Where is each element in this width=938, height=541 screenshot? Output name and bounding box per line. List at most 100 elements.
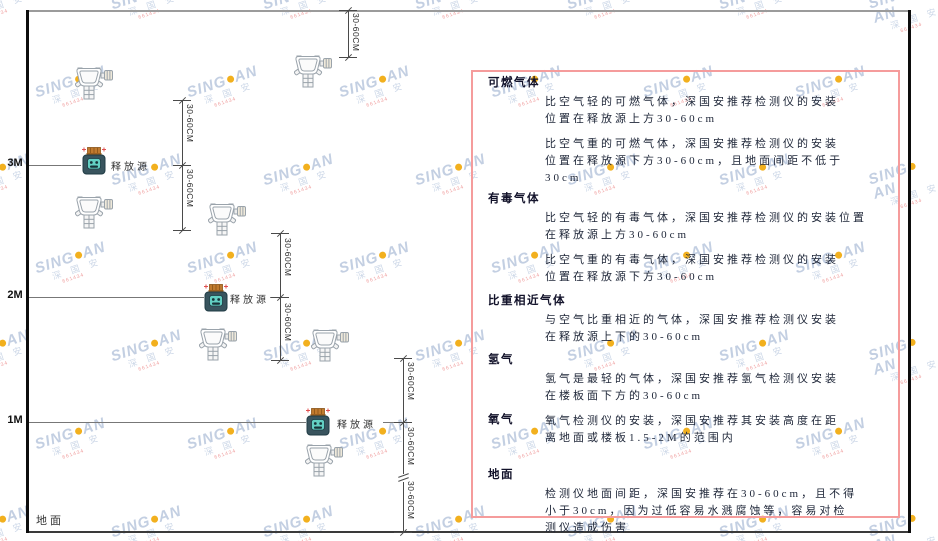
watermark-dot-icon: [301, 338, 311, 348]
gas-detector-icon: [207, 202, 246, 237]
watermark-sub-text: 深 国 安: [202, 256, 256, 282]
watermark-sub-text: 深 国 安: [278, 0, 332, 18]
ground-label: 地面: [36, 515, 64, 527]
watermark-sub-text: 深 国 安: [354, 80, 408, 106]
watermark-red-text: 661434: [289, 184, 314, 197]
dimension-label: 30-60CM: [406, 362, 416, 401]
dimension-label: 30-60CM: [406, 481, 416, 520]
section-heading: 氢气: [488, 354, 514, 366]
watermark-red-text: 661434: [213, 272, 238, 285]
watermark-sub-text: 深 国 安: [126, 520, 180, 541]
dimension-label: 30-60CM: [351, 13, 361, 52]
watermark-sub-text: 深 国 安: [889, 534, 938, 541]
section-paragraph: 检测仪地面间距，深国安推荐在30-60cm，且不得 小于30cm，因为过低容易水溅…: [545, 488, 858, 534]
dimension-label: 30-60CM: [185, 104, 195, 143]
watermark-dot-icon: [0, 514, 7, 524]
watermark-dot-icon: [453, 514, 463, 524]
release-source-label: 释放源: [111, 162, 150, 173]
watermark-brand: SINGAN: [866, 0, 910, 27]
section-paragraph: 比空气重的可燃气体，深国安推荐检测仪的安装 位置在释放源下方30-60cm，且地面…: [545, 138, 844, 184]
watermark-red-text: 661434: [899, 21, 924, 35]
gas-detector-icon: [198, 327, 237, 362]
section-heading: 可燃气体: [488, 77, 540, 89]
section-paragraph: 与空气比重相近的气体，深国安推荐检测仪安装 在释放源上下的30-60cm: [545, 314, 839, 343]
watermark-red-text: 661434: [213, 448, 238, 461]
dimension-label: 30-60CM: [185, 169, 195, 208]
watermark-red-text: 661434: [365, 272, 390, 285]
watermark-red-text: 661434: [0, 184, 10, 197]
gas-detector-icon: [304, 443, 343, 478]
dimension-label: 30-60CM: [283, 303, 293, 342]
watermark-dot-icon: [377, 74, 387, 84]
dimension-line: [403, 358, 404, 532]
dimension-label: 30-60CM: [283, 238, 293, 277]
watermark-red-text: 661434: [0, 360, 10, 373]
release-source-icon: [81, 146, 107, 176]
connector-line: [383, 422, 403, 423]
level-line-1m: [29, 422, 306, 423]
section-heading: 地面: [488, 469, 514, 481]
height-label-1m: 1M: [7, 414, 23, 426]
watermark-dot-icon: [301, 162, 311, 172]
watermark-dot-icon: [73, 426, 83, 436]
watermark-red-text: 661434: [365, 96, 390, 109]
watermark-dot-icon: [0, 338, 7, 348]
watermark-sub-text: 深 国 安: [126, 344, 180, 370]
section-heading: 有毒气体: [488, 193, 540, 205]
watermark-dot-icon: [225, 74, 235, 84]
watermark-red-text: 661434: [899, 373, 924, 387]
watermark-sub-text: 深 国 安: [278, 520, 332, 541]
watermark-dot-icon: [453, 162, 463, 172]
watermark-sub-text: 深 国 安: [50, 256, 104, 282]
gas-detector-icon: [293, 54, 332, 89]
watermark-dot-icon: [225, 250, 235, 260]
watermark-sub-text: 深 国 安: [202, 80, 256, 106]
info-panel: 可燃气体 比空气轻的可燃气体，深国安推荐检测仪的安装 位置在释放源上方30-60cm…: [471, 70, 900, 534]
watermark-dot-icon: [301, 514, 311, 524]
dimension-line: [348, 10, 349, 57]
gas-detector-icon: [74, 66, 113, 101]
watermark-dot-icon: [149, 514, 159, 524]
section-paragraph: 氧气检测仪的安装，深国安推荐其安装高度在距 离地面或楼板1.5-2M的范围内: [545, 415, 839, 444]
ground-line: [27, 531, 911, 533]
watermark-sub-text: 深 国 安: [50, 432, 104, 458]
gas-detector-icon: [310, 328, 349, 363]
section-paragraph: 比空气轻的有毒气体，深国安推荐检测仪的安装位置 在释放源上方30-60cm: [545, 212, 867, 241]
watermark-sub-text: 深 国 安: [202, 432, 256, 458]
section-paragraph: 氢气是最轻的气体，深国安推荐氢气检测仪安装 在楼板面下方的30-60cm: [545, 373, 839, 402]
watermark-sub-text: 深 国 安: [0, 168, 28, 193]
watermark-dot-icon: [377, 426, 387, 436]
watermark-dot-icon: [149, 162, 159, 172]
level-line-2m: [29, 297, 204, 298]
level-line-3m: [29, 165, 81, 166]
watermark-sub-text: 深 国 安: [0, 520, 28, 541]
section-paragraph: 比空气重的有毒气体，深国安推荐检测仪的安装 位置在释放源下方30-60cm: [545, 254, 839, 283]
left-wall-line: [26, 10, 29, 533]
watermark-red-text: 661434: [213, 96, 238, 109]
watermark-sub-text: 深 国 安: [0, 344, 28, 369]
